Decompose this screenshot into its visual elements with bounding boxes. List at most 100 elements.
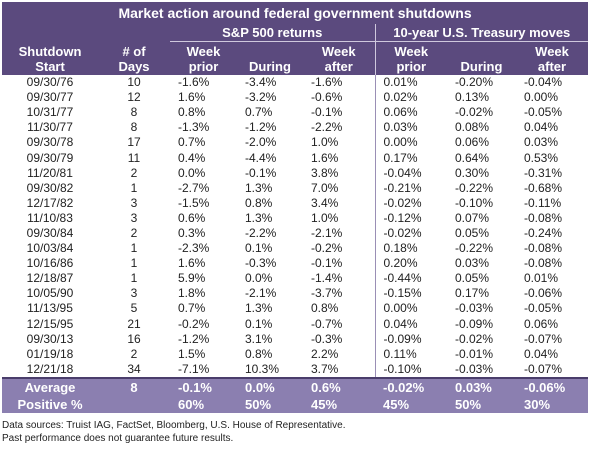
table-cell: -0.04%: [524, 75, 563, 90]
table-cell: 10/31/77: [26, 105, 74, 120]
table-cell: -0.24%: [524, 225, 563, 240]
table-cell: -0.68%: [524, 180, 563, 195]
table-cell: 3.1%: [245, 331, 273, 346]
table-cell: -0.07%: [524, 361, 563, 376]
average-row: Average 8 -0.1% 0.0% 0.6% -0.02% 0.03% -0.06%: [2, 376, 589, 396]
table-cell: 7.0%: [311, 180, 339, 195]
table-row: 09/30/77 12 1.6% -3.2% -0.6% 0.02% 0.13% 0.00%: [2, 90, 588, 106]
table-cell: 2: [130, 346, 138, 361]
table-cell: 3.7%: [311, 361, 339, 376]
table-cell: -2.2%: [311, 120, 343, 135]
table-row: 09/30/82 1 -2.7% 1.3% 7.0% -0.21% -0.22% -0.68%: [2, 180, 588, 196]
table-cell: -0.10%: [455, 195, 494, 210]
table-cell: -0.31%: [524, 165, 563, 180]
table-cell: 3: [130, 195, 138, 210]
col-header-ty-during: During: [447, 41, 516, 75]
table-cell: 12/18/87: [26, 271, 74, 286]
table-row: 11/30/77 8 -1.3% -1.2% -2.2% 0.03% 0.08% 0.04%: [2, 120, 588, 136]
table-cell: -0.10%: [374, 361, 447, 378]
table-cell: 3: [130, 210, 138, 225]
table-row: 12/21/18 34 -7.1% 10.3% 3.7% -0.10% -0.03% -0.0…: [2, 361, 588, 378]
table-cell: 0.06%: [374, 105, 447, 121]
table-row: 11/20/81 2 0.0% -0.1% 3.8% -0.04% 0.30% -0.31%: [2, 165, 588, 181]
table-cell: -0.02%: [374, 225, 447, 242]
table-cell: 09/30/82: [26, 180, 74, 195]
summary-cell: 50%: [237, 395, 303, 413]
table-row: 09/30/79 11 0.4% -4.4% 1.6% 0.17% 0.64% 0.53%: [2, 150, 588, 166]
table-cell: 0.00%: [524, 90, 559, 105]
table-row: 10/05/90 3 1.8% -2.1% -3.7% -0.15% 0.17% -0.06%: [2, 286, 588, 302]
table-cell: 10/03/84: [26, 241, 74, 256]
table-cell: -0.09%: [455, 316, 494, 331]
table-row: 09/30/84 2 0.3% -2.2% -2.1% -0.02% 0.05% -0.24%: [2, 225, 588, 242]
table-cell: 2.2%: [311, 346, 339, 361]
table-cell: 0.01%: [374, 75, 447, 91]
table-cell: -0.02%: [455, 105, 494, 120]
table-cell: -0.12%: [374, 210, 447, 226]
table-cell: 1.0%: [311, 135, 339, 150]
table-cell: -0.05%: [524, 301, 563, 316]
table-cell: 0.7%: [245, 105, 273, 120]
table-cell: 0.18%: [374, 241, 447, 257]
table-cell: 09/30/84: [26, 225, 74, 240]
table-cell: 0.00%: [374, 135, 447, 151]
table-cell: -0.04%: [374, 165, 447, 181]
table-cell: 0.06%: [524, 316, 559, 331]
summary-cell: 0.0%: [237, 376, 303, 396]
table-cell: -3.2%: [245, 90, 277, 105]
table-cell: -0.1%: [311, 105, 343, 120]
table-cell: -3.4%: [245, 75, 277, 90]
table-cell: -3.7%: [311, 286, 343, 301]
table-cell: 09/30/76: [26, 75, 74, 90]
col-header-days: # of Days: [98, 41, 170, 75]
table-cell: 0.17%: [374, 150, 447, 166]
table-cell: 1: [130, 180, 138, 195]
table-cell: -0.21%: [374, 180, 447, 196]
summary-cell: 50%: [447, 395, 516, 413]
table-cell: 0.7%: [178, 135, 206, 150]
table-cell: 0.03%: [455, 256, 490, 271]
table-cell: 11/13/95: [27, 301, 73, 316]
table-cell: 1: [130, 271, 138, 286]
table-cell: -0.1%: [311, 256, 343, 271]
table-row: 10/31/77 8 0.8% 0.7% -0.1% 0.06% -0.02% -0.05%: [2, 105, 588, 121]
table-cell: -2.1%: [311, 225, 343, 240]
table-cell: 21: [127, 316, 141, 331]
table-cell: 0.8%: [178, 105, 206, 120]
table-cell: 11/10/83: [27, 210, 73, 225]
table-body: 09/30/76 10 -1.6% -3.4% -1.6% 0.01% -0.20% -0.0…: [2, 75, 588, 378]
table-row: 10/03/84 1 -2.3% 0.1% -0.2% 0.18% -0.22% -0.08%: [2, 241, 588, 257]
table-cell: 12/21/18: [26, 361, 74, 376]
table-row: 10/16/86 1 1.6% -0.3% -0.1% 0.20% 0.03% -0.08%: [2, 256, 588, 272]
table-cell: -0.11%: [524, 195, 562, 210]
table-cell: 11/20/81: [27, 165, 73, 180]
table-cell: 0.53%: [524, 150, 559, 165]
summary-cell: 30%: [516, 395, 589, 413]
table-cell: 5.9%: [178, 271, 206, 286]
table-cell: 0.11%: [374, 346, 447, 362]
table-cell: 0.17%: [455, 286, 490, 301]
table-cell: -0.03%: [455, 301, 494, 316]
summary-cell: Positive %: [2, 395, 98, 413]
table-cell: 3.4%: [311, 195, 339, 210]
footnotes: Data sources: Truist IAG, FactSet, Bloom…: [2, 419, 588, 445]
table-cell: 1: [130, 256, 138, 271]
table-cell: -0.22%: [455, 180, 494, 195]
table-cell: 0.00%: [374, 301, 447, 317]
table-row: 12/18/87 1 5.9% 0.0% -1.4% -0.44% 0.05% 0.01%: [2, 271, 588, 287]
table-row: 12/15/95 21 -0.2% 0.1% -0.7% 0.04% -0.09% 0.06%: [2, 316, 588, 332]
table-cell: -4.4%: [245, 150, 277, 165]
table-cell: 0.04%: [374, 316, 447, 332]
summary-cell: -0.06%: [516, 376, 589, 396]
table-cell: 1.6%: [178, 256, 206, 271]
col-header-shutdown-start: Shutdown Start: [2, 41, 98, 75]
table-summary: Average 8 -0.1% 0.0% 0.6% -0.02% 0.03% -0.06% Po…: [2, 376, 589, 413]
table-cell: 09/30/79: [26, 150, 74, 165]
table-cell: -0.3%: [245, 256, 277, 271]
positive-pct-row: Positive % 60% 50% 45% 45% 50% 30%: [2, 395, 589, 413]
table-cell: 3.8%: [311, 165, 339, 180]
col-header-sp-week-after: Week after: [303, 41, 375, 75]
table-cell: 11/30/77: [27, 120, 73, 135]
table-cell: 0.0%: [245, 271, 273, 286]
table-cell: 0.8%: [245, 346, 273, 361]
